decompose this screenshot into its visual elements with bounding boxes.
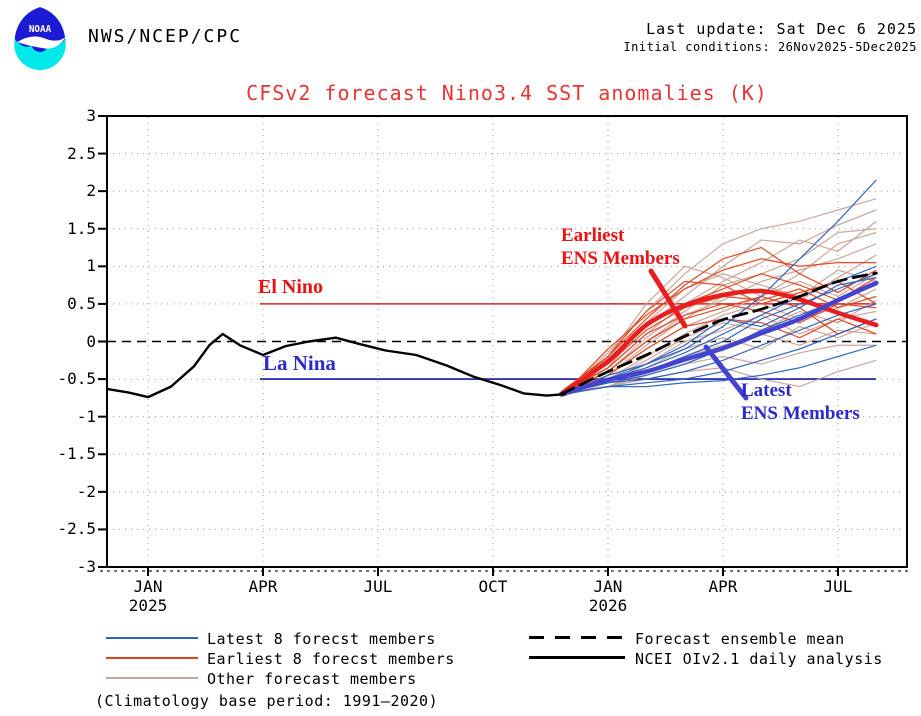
member-line-latest_members <box>561 303 877 395</box>
earliest-ens-label-line1: Earliest <box>561 225 625 246</box>
climatology-note: (Climatology base period: 1991–2020) <box>95 692 439 710</box>
legend-label-latest-members: Latest 8 forecst members <box>207 630 436 648</box>
legend-line-latest-members <box>106 637 198 639</box>
x-axis-label: APR <box>708 577 738 596</box>
y-axis-label: -2 <box>76 481 96 501</box>
chart-title: CFSv2 forecast Nino3.4 SST anomalies (K) <box>246 81 768 105</box>
legend-line-ensemble-mean <box>529 636 625 639</box>
latest-pointer-line <box>703 344 749 401</box>
y-axis-label: 0 <box>86 331 96 351</box>
earliest-pointer-line <box>648 268 688 329</box>
y-axis-label: 1.5 <box>67 218 96 238</box>
legend-label-ncei-analysis: NCEI OIv2.1 daily analysis <box>635 650 883 668</box>
mean-line-earliest_mean <box>558 288 879 397</box>
x-axis-label: JAN <box>133 577 163 596</box>
legend-row-earliest-members: Earliest 8 forecst members <box>106 650 506 668</box>
legend-line-ncei-analysis <box>529 656 625 659</box>
y-axis-label: 3 <box>86 105 96 125</box>
update-info-block: Last update: Sat Dec 6 2025 Initial cond… <box>623 20 917 54</box>
agency-title: NWS/NCEP/CPC <box>88 26 243 47</box>
legend-row-other-members: Other forecast members <box>106 670 506 688</box>
x-axis-label: OCT <box>478 577 508 596</box>
last-update-text: Last update: Sat Dec 6 2025 <box>646 20 917 38</box>
y-axis-label: 1 <box>86 256 96 276</box>
el-nino-label: El Nino <box>258 276 324 298</box>
legend-label-other-members: Other forecast members <box>207 670 417 688</box>
member-line-earliest_members <box>560 258 877 397</box>
y-axis-label: 0.5 <box>67 293 96 313</box>
member-line-latest_members <box>561 344 877 396</box>
member-line-other_members <box>561 344 877 394</box>
observed-line <box>106 332 566 399</box>
x-axis-label: JUL <box>823 577 853 596</box>
y-axis-label: -0.5 <box>57 369 96 389</box>
y-axis-label: 2.5 <box>67 143 96 163</box>
member-line-other_members <box>560 231 877 395</box>
earliest-ens-label: Earliest ENS Members <box>561 224 680 270</box>
legend-label-ensemble-mean: Forecast ensemble mean <box>635 630 845 648</box>
member-line-latest_members <box>560 179 877 398</box>
noaa-logo: NOAA <box>14 7 66 70</box>
earliest-ens-label-line2: ENS Members <box>561 248 680 269</box>
latest-ens-label-line2: ENS Members <box>741 403 860 424</box>
noaa-logo-text: NOAA <box>29 24 52 35</box>
legend-line-other-members <box>106 677 198 679</box>
y-axis-label: -1 <box>76 406 96 426</box>
x-axis-year-label: 2025 <box>128 596 168 615</box>
x-axis-label: APR <box>248 577 278 596</box>
y-axis-label: -3 <box>76 557 96 576</box>
mean-line-latest_mean <box>558 280 879 397</box>
latest-ens-label: Latest ENS Members <box>741 379 860 425</box>
initial-conditions-text: Initial conditions: 26Nov2025-5Dec2025 <box>623 40 917 54</box>
y-axis-label: -2.5 <box>57 519 96 539</box>
legend-line-earliest-members <box>106 657 198 659</box>
x-axis-label: JUL <box>363 577 393 596</box>
latest-ens-label-line1: Latest <box>741 380 792 401</box>
legend-row-latest-members: Latest 8 forecst members <box>106 630 506 648</box>
y-axis-label: 2 <box>86 181 96 201</box>
x-axis-label: JAN <box>593 577 623 596</box>
legend-row-ensemble-mean: Forecast ensemble mean <box>529 630 921 648</box>
la-nina-label: La Nina <box>263 351 336 375</box>
legend-label-earliest-members: Earliest 8 forecst members <box>207 650 455 668</box>
x-axis-year-label: 2026 <box>588 596 628 615</box>
member-line-other_members <box>560 299 877 397</box>
mean-line-ensemble_mean <box>559 271 878 396</box>
legend-row-ncei-analysis: NCEI OIv2.1 daily analysis <box>529 650 921 668</box>
y-axis-label: -1.5 <box>57 444 96 464</box>
